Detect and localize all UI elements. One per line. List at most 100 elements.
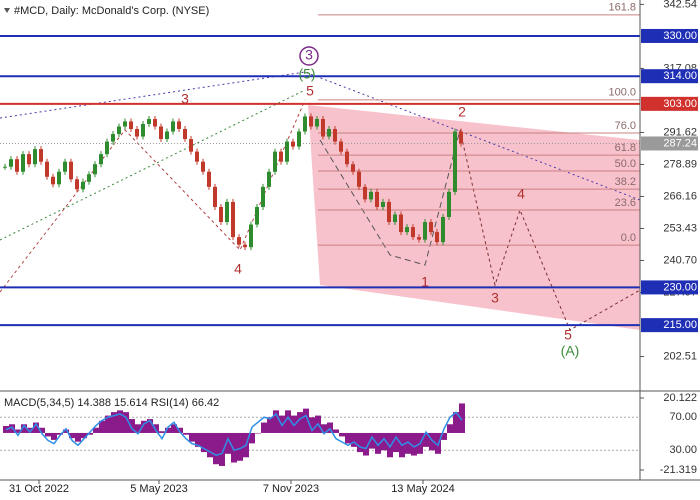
y-tick-label: 70.00 — [669, 411, 697, 423]
candle — [279, 151, 283, 162]
price-box — [641, 280, 698, 295]
candle — [39, 149, 43, 162]
candle — [417, 237, 421, 240]
fib-label: 76.0 — [615, 120, 636, 132]
wave-label: 2 — [458, 104, 466, 120]
candle — [261, 186, 265, 207]
wave-label: 3 — [181, 91, 189, 107]
candle — [153, 118, 157, 127]
candle — [387, 201, 391, 223]
price-box-label: 303.00 — [663, 98, 697, 110]
candle — [297, 131, 301, 147]
macd-bar — [159, 431, 165, 433]
plot — [0, 14, 640, 327]
wave-path — [0, 99, 306, 293]
y-tick-label: 342.54 — [663, 0, 697, 10]
candle — [285, 141, 289, 162]
price-box — [641, 28, 698, 43]
candle — [249, 224, 253, 248]
wave-label: 4 — [234, 261, 242, 277]
candle — [207, 171, 211, 187]
fib-label: 100.0 — [608, 87, 636, 99]
macd-bar — [27, 427, 33, 433]
candle — [69, 161, 73, 180]
candle — [51, 176, 55, 185]
candle — [255, 206, 259, 225]
price-box-label: 215.00 — [663, 319, 697, 331]
macd-bar — [147, 419, 153, 433]
candle — [99, 154, 103, 165]
candle — [33, 149, 37, 165]
fib-label: 50.0 — [615, 158, 636, 170]
candle — [111, 134, 115, 142]
candle — [399, 214, 403, 233]
macd-bar — [207, 432, 213, 458]
y-tick-label: 202.51 — [663, 350, 697, 362]
macd-bar — [273, 410, 279, 433]
macd-bar — [63, 429, 69, 433]
candle — [129, 121, 133, 129]
candle — [9, 159, 13, 167]
macd-bar — [321, 424, 327, 433]
y-tick-label: 30.00 — [669, 444, 697, 456]
candle — [231, 201, 235, 238]
candle — [171, 121, 175, 132]
candle — [369, 191, 373, 200]
candle — [309, 116, 313, 127]
x-tick-label: 5 May 2023 — [130, 483, 187, 495]
candle — [357, 171, 361, 187]
wave-label: 5 — [306, 83, 314, 99]
macd-bar — [423, 432, 429, 447]
macd-bar — [153, 424, 159, 433]
candle — [189, 139, 193, 152]
candle — [117, 126, 121, 135]
candle — [93, 164, 97, 175]
macd-bar — [285, 410, 291, 433]
candle — [243, 244, 247, 248]
macd-bar — [237, 432, 243, 461]
x-tick-label: 7 Nov 2023 — [263, 483, 319, 495]
candle — [141, 123, 145, 137]
macd-bar — [453, 412, 459, 433]
macd-bar — [249, 432, 255, 444]
candle — [165, 131, 169, 140]
candle — [441, 217, 445, 243]
macd-bar — [405, 432, 411, 454]
fib-label: 38.2 — [615, 176, 636, 188]
price-box — [641, 96, 698, 111]
macd-bar — [345, 432, 351, 444]
price-box-label: 287.24 — [663, 137, 697, 149]
macd-bar — [45, 432, 51, 437]
candle — [159, 126, 163, 140]
candle — [87, 174, 91, 182]
macd-bar — [213, 432, 219, 465]
y-tick-label: 266.16 — [663, 190, 697, 202]
macd-bar — [33, 422, 39, 433]
y-tick-label: -21.319 — [660, 464, 697, 476]
macd-bar — [69, 432, 75, 439]
macd-bar — [441, 432, 447, 440]
wave-label: 3 — [491, 290, 499, 306]
candle — [123, 121, 127, 127]
candle — [219, 206, 223, 223]
macd-bar — [135, 424, 141, 433]
wave-path — [319, 129, 461, 266]
macd-bar — [267, 417, 273, 433]
macd-bar — [117, 410, 123, 433]
macd-bar — [165, 427, 171, 433]
macd-bar — [111, 412, 117, 433]
price-box — [641, 318, 698, 333]
wave-circle — [299, 46, 319, 66]
macd-bar — [219, 432, 225, 466]
fib-label: 161.8 — [608, 2, 636, 14]
macd-bar — [369, 432, 375, 449]
price-box — [641, 136, 698, 151]
candle — [81, 181, 85, 190]
trend-line — [0, 89, 306, 241]
y-tick-label: 278.89 — [663, 158, 697, 170]
y-tick-label: 291.62 — [663, 126, 697, 138]
candle — [291, 141, 295, 147]
price-box-label: 330.00 — [663, 30, 697, 42]
macd-bar — [309, 417, 315, 433]
candle — [411, 227, 415, 238]
